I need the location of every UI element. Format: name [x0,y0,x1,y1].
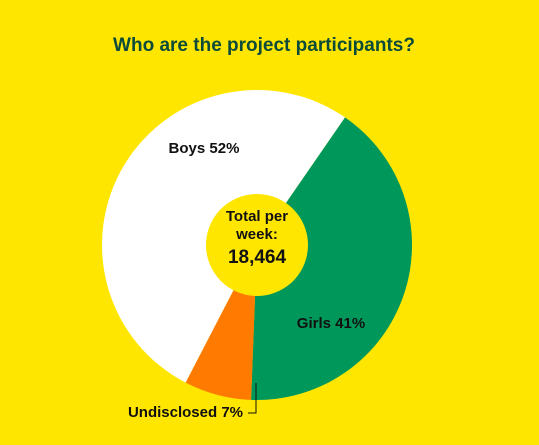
slice [185,290,256,400]
slice [251,117,412,400]
leader-line [248,383,257,414]
category: Undisclosed [128,404,217,421]
chart-title: Who are the project participants? [113,35,415,56]
value-label: 41% [335,315,365,332]
slice-label: Boys 52% [169,140,240,157]
slice [102,90,346,383]
slice-label: Undisclosed 7% [128,404,243,421]
center-label: Total per week: 18,464 [212,208,302,269]
value-label: 7% [221,404,243,421]
slice-label: Girls 41% [297,315,365,332]
category: Boys [169,140,206,157]
slices [102,90,412,400]
total: 18,464 [227,247,287,268]
value-label: 52% [209,140,239,157]
category: Girls [297,315,331,332]
center-text: Total per week: [225,208,289,243]
